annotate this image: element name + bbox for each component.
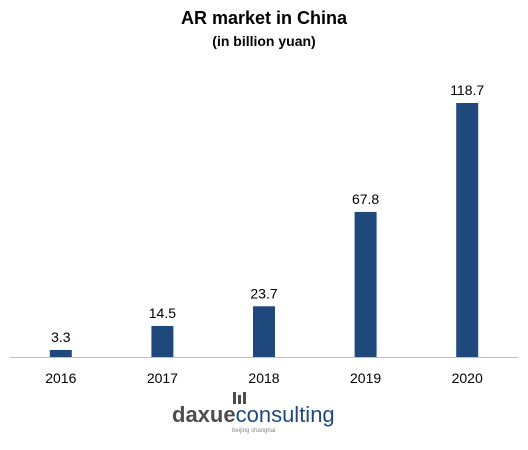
x-tick-label-2019: 2019 (350, 370, 381, 386)
data-label-2017: 14.5 (149, 305, 176, 321)
x-tick-label-2017: 2017 (147, 370, 178, 386)
bar-2017 (151, 325, 174, 357)
bar-2020 (456, 103, 479, 357)
logo-brand-part1: daxue (172, 402, 236, 427)
chart-subtitle: (in billion yuan) (212, 33, 316, 49)
logo-brand-part2: consulting (236, 402, 335, 427)
data-label-2019: 67.8 (352, 191, 379, 207)
data-label-2018: 23.7 (250, 285, 277, 301)
x-tick-label-2018: 2018 (248, 370, 279, 386)
x-tick-label-2016: 2016 (45, 370, 76, 386)
data-label-2016: 3.3 (51, 329, 71, 345)
chart-title: AR market in China (180, 8, 348, 28)
bar-2016 (49, 349, 72, 357)
svg-text:daxueconsulting: daxueconsulting (172, 402, 335, 427)
logo-bars-icon (233, 392, 246, 404)
daxue-consulting-logo: daxueconsulting beijing shanghai (172, 392, 335, 434)
data-label-2020: 118.7 (450, 82, 484, 98)
logo-tagline: beijing shanghai (232, 428, 275, 434)
bar-2019 (354, 211, 377, 357)
bar-2018 (253, 306, 275, 357)
x-tick-label-2020: 2020 (452, 370, 483, 386)
